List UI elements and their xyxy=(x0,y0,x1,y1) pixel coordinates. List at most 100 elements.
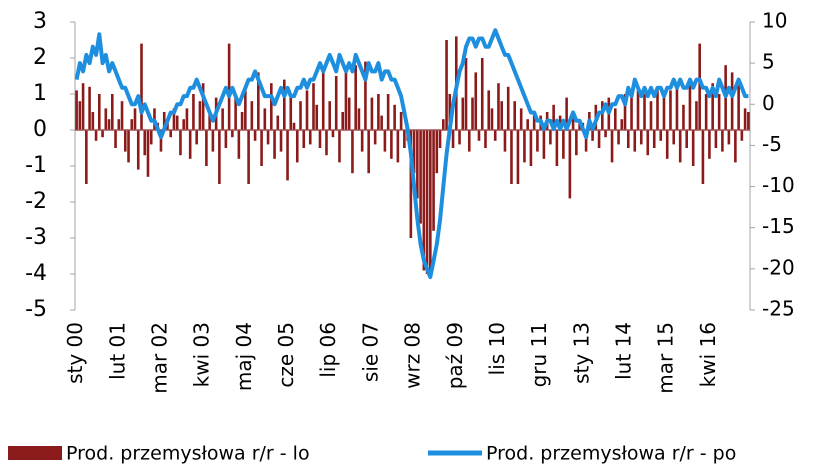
x-tick-label: sty 00 xyxy=(63,322,87,384)
x-tick-label: paź 09 xyxy=(443,322,467,389)
bar xyxy=(500,101,504,130)
bar xyxy=(422,130,426,271)
bar xyxy=(146,130,150,177)
bar xyxy=(312,83,315,130)
bar xyxy=(597,130,601,148)
bar xyxy=(532,112,536,130)
bar xyxy=(688,83,692,130)
bar xyxy=(701,130,705,184)
bar xyxy=(380,115,383,130)
bar xyxy=(542,130,546,159)
bar xyxy=(435,130,439,174)
bar xyxy=(451,130,455,148)
bar xyxy=(458,130,461,145)
bar xyxy=(536,130,539,152)
bar xyxy=(513,101,516,130)
bar xyxy=(234,94,237,130)
x-tick-label: mar 02 xyxy=(147,322,171,394)
x-tick-label: cze 05 xyxy=(274,322,298,388)
bar xyxy=(565,97,568,130)
bar xyxy=(110,94,114,130)
legend-label: Prod. przemysłowa r/r - lo xyxy=(66,443,310,465)
bar xyxy=(399,112,403,130)
bar xyxy=(195,130,198,145)
bar xyxy=(474,72,478,130)
bar xyxy=(432,130,435,231)
bar xyxy=(286,130,289,181)
bar xyxy=(704,94,708,130)
y-tick-label: -2 xyxy=(25,189,47,214)
bar xyxy=(549,130,552,145)
y2-tick-label: -25 xyxy=(762,297,795,321)
bar xyxy=(328,101,332,130)
x-tick-label: maj 04 xyxy=(232,322,256,391)
bar xyxy=(88,86,91,130)
bar xyxy=(250,101,254,130)
bar xyxy=(438,130,442,148)
bar xyxy=(480,58,484,130)
bar xyxy=(571,115,575,130)
bar xyxy=(299,101,302,130)
bar xyxy=(503,130,507,152)
bar xyxy=(649,101,653,130)
bar xyxy=(636,90,640,130)
bar xyxy=(633,130,637,152)
y-tick-label: 0 xyxy=(33,117,47,142)
bar xyxy=(279,130,283,152)
bar xyxy=(338,130,341,163)
bar xyxy=(159,130,163,152)
bar xyxy=(253,130,257,141)
bar xyxy=(276,115,280,130)
x-tick-label: sie 07 xyxy=(358,322,382,382)
bar xyxy=(678,130,682,163)
bar xyxy=(325,130,328,156)
bar xyxy=(75,90,78,130)
bar xyxy=(617,130,620,145)
y2-tick-label: -20 xyxy=(762,255,795,279)
bar xyxy=(91,112,95,130)
x-tick-label: wrz 08 xyxy=(401,322,425,389)
x-tick-label: kwi 16 xyxy=(696,322,720,387)
bar xyxy=(717,94,721,130)
bar xyxy=(341,112,345,130)
bar xyxy=(149,130,153,145)
bar xyxy=(691,130,695,166)
bar xyxy=(364,61,367,130)
y-tick-label: 1 xyxy=(33,81,47,106)
bar xyxy=(289,97,293,130)
y-tick-label: -1 xyxy=(25,153,47,178)
bar xyxy=(529,130,533,166)
bar xyxy=(185,108,189,130)
bar xyxy=(669,90,672,130)
legend-swatch-bar xyxy=(8,446,62,460)
bar xyxy=(652,130,656,148)
x-tick-label: lis 10 xyxy=(485,322,509,375)
bar xyxy=(734,130,737,163)
bar xyxy=(708,130,711,159)
bar xyxy=(273,130,276,159)
bar xyxy=(471,97,474,130)
bar xyxy=(643,94,646,130)
bar xyxy=(344,68,348,130)
bar xyxy=(396,130,400,163)
bar xyxy=(727,130,731,145)
bar xyxy=(377,94,380,130)
y2-tick-label: 0 xyxy=(762,91,775,115)
bar xyxy=(123,130,127,152)
bar xyxy=(237,130,241,159)
bar xyxy=(714,130,718,148)
bar xyxy=(445,40,448,130)
bar xyxy=(591,130,594,141)
bar xyxy=(630,97,633,130)
bar xyxy=(620,119,624,130)
bar xyxy=(354,65,357,130)
bar xyxy=(270,83,273,130)
legend-label: Prod. przemysłowa r/r - po xyxy=(486,443,736,465)
bar xyxy=(659,130,663,141)
bar xyxy=(662,97,666,130)
bar xyxy=(403,130,406,148)
bar xyxy=(208,112,211,130)
bar xyxy=(698,43,701,130)
bar xyxy=(114,130,117,148)
